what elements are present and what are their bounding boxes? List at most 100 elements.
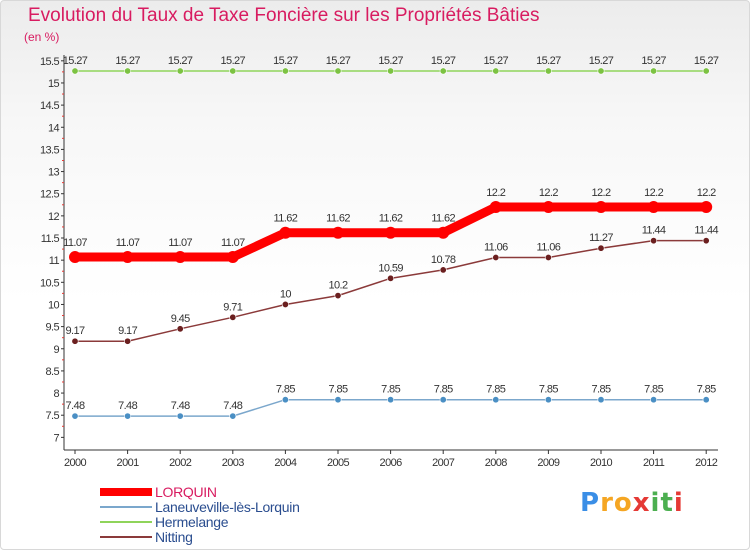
data-point bbox=[597, 67, 605, 75]
y-tick-label: 10.5 bbox=[40, 277, 59, 289]
y-tick-label: 9 bbox=[53, 344, 59, 356]
data-point bbox=[176, 67, 184, 75]
data-label: 11.06 bbox=[484, 242, 508, 254]
chart-title: Evolution du Taux de Taxe Foncière sur l… bbox=[28, 5, 540, 26]
data-point bbox=[439, 67, 447, 75]
data-point bbox=[229, 67, 237, 75]
logo-letter: P bbox=[580, 488, 601, 518]
y-tick-label: 7.5 bbox=[46, 410, 60, 422]
data-point bbox=[387, 396, 395, 404]
y-tick-label: 13.5 bbox=[40, 144, 59, 156]
data-label: 15.27 bbox=[326, 55, 351, 67]
data-label: 15.27 bbox=[168, 55, 193, 67]
data-label: 15.27 bbox=[641, 55, 666, 67]
data-label: 11.62 bbox=[431, 213, 455, 225]
y-tick-label: 11 bbox=[49, 255, 60, 267]
data-label: 10.78 bbox=[431, 254, 456, 266]
y-tick-label: 14.5 bbox=[40, 100, 59, 112]
data-label: 7.85 bbox=[697, 384, 716, 396]
y-tick-label: 15 bbox=[48, 78, 60, 90]
data-point bbox=[647, 201, 660, 214]
data-point bbox=[334, 67, 342, 75]
data-point bbox=[279, 226, 292, 239]
data-point bbox=[387, 67, 395, 75]
x-tick-label: 2010 bbox=[590, 457, 613, 469]
data-label: 11.44 bbox=[694, 225, 718, 237]
data-label: 11.62 bbox=[379, 213, 403, 225]
data-label: 11.06 bbox=[537, 242, 561, 254]
data-label: 12.2 bbox=[486, 187, 505, 199]
x-tick-label: 2012 bbox=[695, 457, 718, 469]
data-point bbox=[176, 325, 184, 333]
x-tick-label: 2009 bbox=[537, 457, 560, 469]
data-point bbox=[69, 251, 81, 264]
data-label: 11.07 bbox=[168, 237, 192, 249]
data-point bbox=[492, 67, 500, 75]
data-point bbox=[71, 337, 79, 345]
data-point bbox=[124, 337, 132, 345]
x-tick-label: 2007 bbox=[432, 457, 455, 469]
data-label: 11.07 bbox=[63, 237, 87, 249]
data-point bbox=[121, 251, 134, 264]
x-tick-label: 2004 bbox=[274, 457, 297, 469]
data-label: 12.2 bbox=[539, 187, 558, 199]
data-point bbox=[124, 412, 132, 420]
data-label: 12.2 bbox=[697, 187, 716, 199]
data-point bbox=[542, 201, 555, 214]
data-label: 15.27 bbox=[484, 55, 509, 67]
data-point bbox=[71, 412, 79, 420]
data-point bbox=[597, 396, 605, 404]
data-label: 15.27 bbox=[115, 55, 140, 67]
y-tick-label: 8.5 bbox=[46, 366, 60, 378]
x-tick-label: 2002 bbox=[169, 457, 192, 469]
logo-letter: t bbox=[660, 488, 674, 518]
data-point bbox=[544, 254, 552, 262]
data-point bbox=[702, 237, 710, 245]
data-point bbox=[281, 300, 289, 308]
x-tick-label: 2011 bbox=[643, 457, 665, 469]
data-point bbox=[597, 244, 605, 252]
data-point bbox=[439, 396, 447, 404]
data-point bbox=[332, 226, 344, 239]
data-label: 15.27 bbox=[589, 55, 614, 67]
x-tick-label: 2008 bbox=[485, 457, 508, 469]
data-label: 7.48 bbox=[65, 400, 84, 412]
y-tick-label: 9.5 bbox=[46, 322, 60, 334]
logo-letter: i bbox=[650, 488, 661, 518]
data-point bbox=[439, 266, 447, 274]
data-label: 10.2 bbox=[328, 280, 347, 292]
y-tick-label: 12.5 bbox=[40, 189, 59, 201]
data-label: 9.17 bbox=[118, 325, 137, 337]
data-point bbox=[229, 412, 237, 420]
data-label: 7.85 bbox=[276, 384, 295, 396]
data-label: 9.45 bbox=[171, 313, 190, 325]
data-label: 7.85 bbox=[434, 384, 453, 396]
data-point bbox=[544, 67, 552, 75]
legend-item-label: LORQUIN bbox=[155, 484, 217, 500]
data-label: 15.27 bbox=[221, 55, 246, 67]
legend-item-label: Hermelange bbox=[155, 514, 229, 530]
data-label: 15.27 bbox=[694, 55, 719, 67]
data-label: 15.27 bbox=[378, 55, 403, 67]
data-label: 10.59 bbox=[378, 262, 403, 274]
data-point bbox=[700, 201, 713, 214]
data-point bbox=[387, 274, 395, 282]
x-tick-label: 2003 bbox=[222, 457, 245, 469]
data-point bbox=[334, 396, 342, 404]
y-tick-label: 7 bbox=[53, 432, 59, 444]
data-point bbox=[702, 67, 710, 75]
data-label: 7.85 bbox=[644, 384, 663, 396]
data-label: 11.44 bbox=[642, 225, 666, 237]
y-tick-label: 11.5 bbox=[41, 233, 60, 245]
data-label: 7.85 bbox=[539, 384, 558, 396]
data-point bbox=[492, 254, 500, 262]
data-label: 12.2 bbox=[644, 187, 663, 199]
data-point bbox=[176, 412, 184, 420]
data-point bbox=[174, 251, 187, 264]
proxiti-logo: Proxiti bbox=[580, 488, 684, 518]
data-label: 7.85 bbox=[328, 384, 347, 396]
data-point bbox=[595, 201, 607, 214]
x-tick-label: 2001 bbox=[117, 457, 140, 469]
series-layer bbox=[69, 67, 713, 420]
